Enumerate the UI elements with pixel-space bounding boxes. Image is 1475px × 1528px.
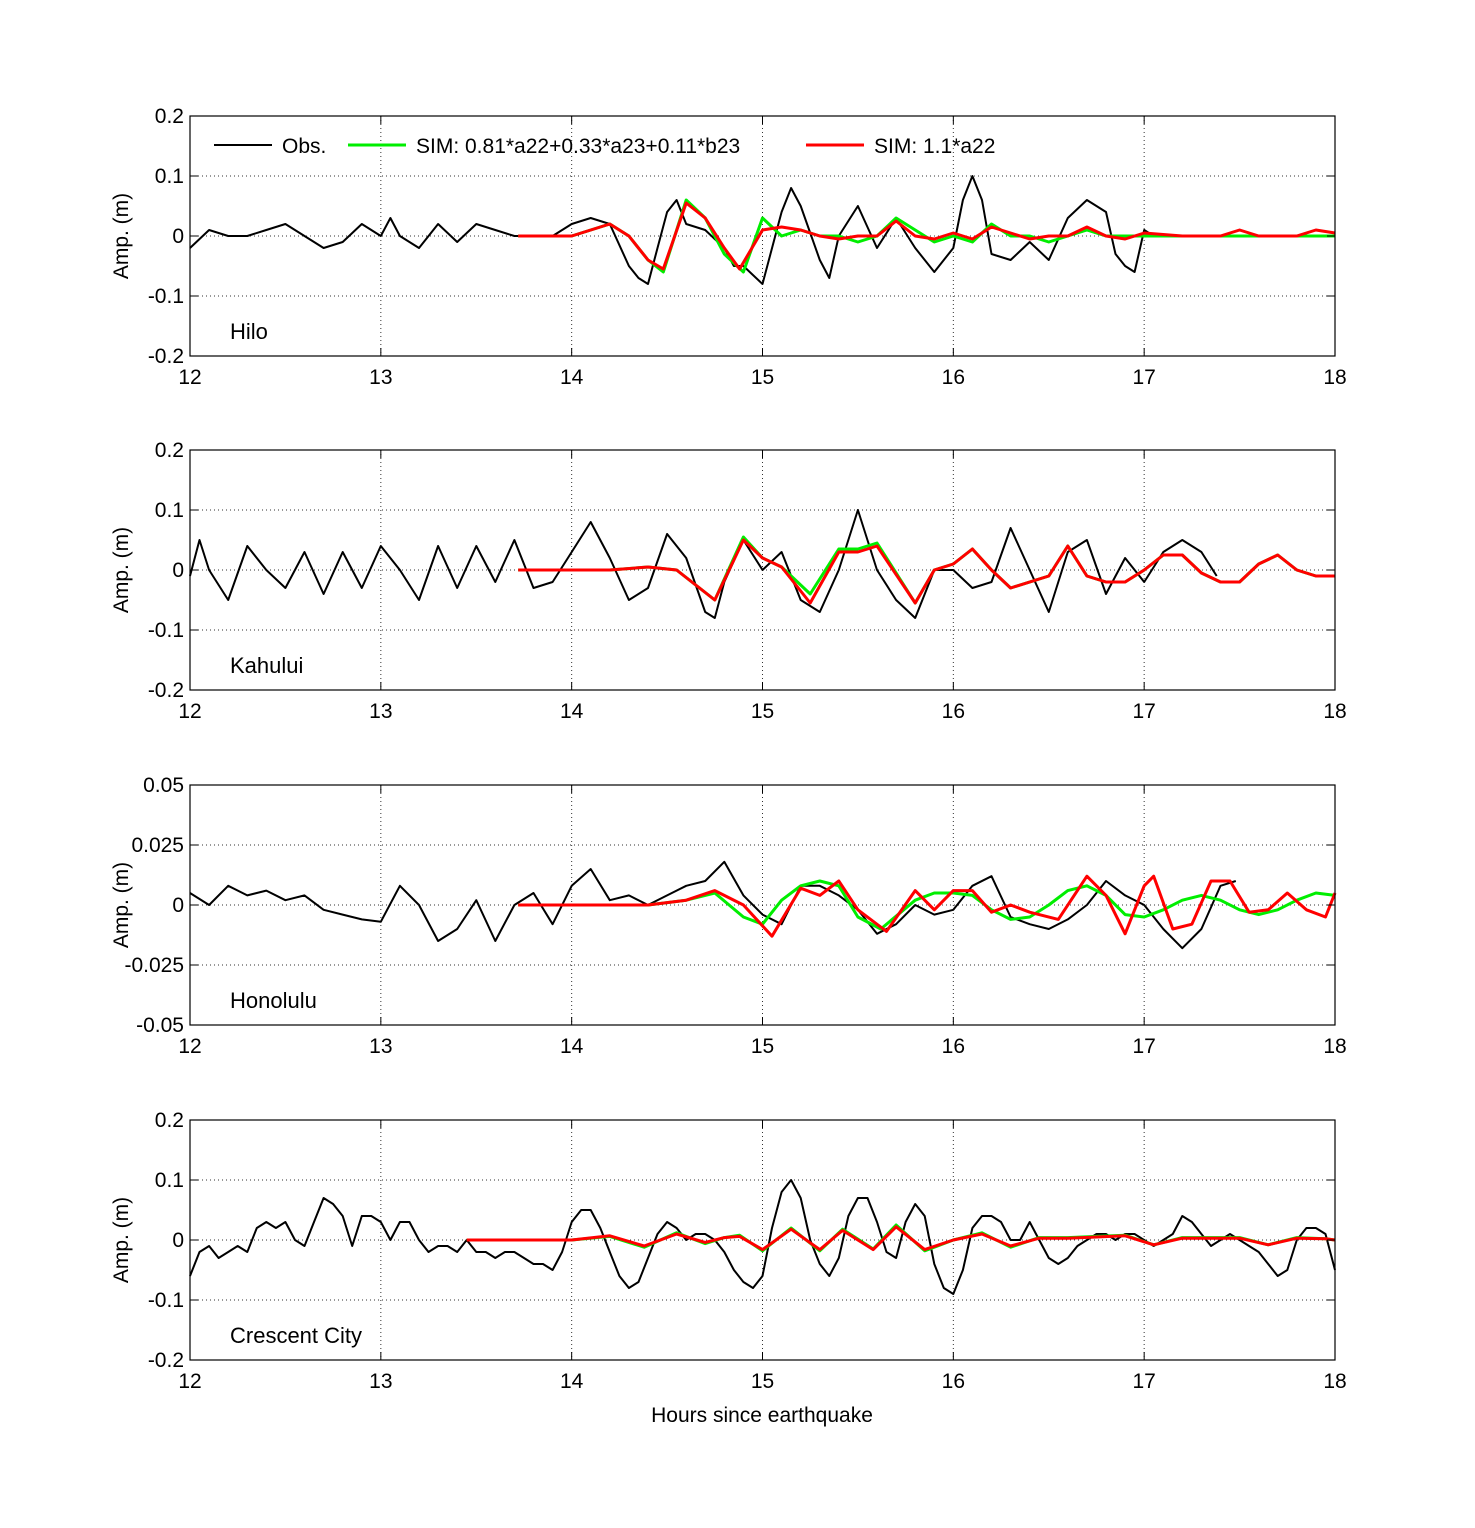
y-axis-label: Amp. (m)	[110, 193, 133, 279]
panel-hilo: 12 13 14 15 16 17 18 -0.2 -0.1 0 0.1 0.2 Amp. (m) Hil…	[110, 105, 1347, 389]
x-tick-label: 16	[942, 1370, 965, 1393]
x-tick-label: 13	[369, 700, 392, 723]
x-tick-label: 17	[1132, 1370, 1155, 1393]
y-axis-label: Amp. (m)	[110, 862, 133, 948]
x-tick-label: 18	[1323, 1035, 1346, 1058]
x-tick-label: 18	[1323, 700, 1346, 723]
y-tick-label: 0.1	[155, 165, 184, 188]
legend-entry: Obs.	[282, 135, 326, 158]
y-axis-label: Amp. (m)	[110, 1197, 133, 1283]
y-tick-label: 0.1	[155, 499, 184, 522]
station-label: Kahului	[230, 653, 303, 678]
y-tick-label: 0.2	[155, 105, 184, 128]
y-tick-label: -0.05	[136, 1014, 184, 1037]
legend-entry: SIM: 0.81*a22+0.33*a23+0.11*b23	[416, 135, 740, 158]
x-tick-label: 14	[560, 700, 584, 723]
x-tick-label: 15	[751, 1370, 774, 1393]
x-tick-label: 12	[178, 366, 201, 389]
series-line-obs	[189, 175, 1155, 285]
legend-entry: SIM: 1.1*a22	[874, 135, 995, 158]
x-tick-label: 18	[1323, 1370, 1346, 1393]
series-line-sim-a22	[518, 538, 1335, 605]
y-tick-label: 0	[172, 225, 184, 248]
y-tick-label: -0.1	[148, 619, 184, 642]
x-tick-label: 14	[560, 366, 584, 389]
series-line-sim-a22	[518, 874, 1337, 938]
y-tick-label: 0	[172, 894, 184, 917]
x-tick-label: 15	[751, 1035, 774, 1058]
y-tick-label: -0.1	[148, 285, 184, 308]
y-tick-label: 0	[172, 1229, 184, 1252]
x-tick-label: 13	[369, 1035, 392, 1058]
panel-kahului: 12 13 14 15 16 17 18 -0.2 -0.1 0 0.1 0.2 Amp. (m) Kah…	[110, 439, 1347, 723]
station-label: Honolulu	[230, 988, 317, 1013]
y-tick-label: -0.2	[148, 345, 184, 368]
x-tick-label: 14	[560, 1370, 584, 1393]
station-label: Crescent City	[230, 1323, 362, 1348]
series-line-sim-a22	[518, 201, 1336, 271]
x-tick-label: 14	[560, 1035, 584, 1058]
y-tick-label: -0.1	[148, 1289, 184, 1312]
x-tick-label: 16	[942, 366, 965, 389]
x-tick-label: 16	[942, 700, 965, 723]
x-tick-label: 18	[1323, 366, 1346, 389]
x-tick-label: 15	[751, 700, 774, 723]
series-line-obs	[189, 1179, 1336, 1295]
x-axis-label: Hours since earthquake	[651, 1404, 873, 1427]
x-tick-label: 15	[751, 366, 774, 389]
y-tick-label: 0.2	[155, 1109, 184, 1132]
y-axis-label: Amp. (m)	[110, 527, 133, 613]
x-tick-label: 16	[942, 1035, 965, 1058]
series-line-obs	[189, 860, 1237, 950]
x-tick-label: 12	[178, 1370, 201, 1393]
x-tick-label: 17	[1132, 366, 1155, 389]
series-line-sim-a22	[466, 1225, 1336, 1252]
x-tick-label: 17	[1132, 1035, 1155, 1058]
legend: Obs. SIM: 0.81*a22+0.33*a23+0.11*b23 SIM: …	[214, 135, 995, 158]
x-tick-label: 13	[369, 1370, 392, 1393]
y-tick-label: 0.025	[131, 834, 184, 857]
station-label: Hilo	[230, 319, 268, 344]
y-tick-label: -0.2	[148, 679, 184, 702]
panel-crescent-city: 12 13 14 15 16 17 18 -0.2 -0.1 0 0.1 0.2 Amp. (m) Cre…	[110, 1109, 1347, 1393]
x-tick-label: 13	[369, 366, 392, 389]
y-tick-label: -0.025	[124, 954, 184, 977]
y-tick-label: -0.2	[148, 1349, 184, 1372]
x-tick-label: 12	[178, 1035, 201, 1058]
y-tick-label: 0.1	[155, 1169, 184, 1192]
series-line-obs	[189, 509, 1218, 619]
y-tick-label: 0	[172, 559, 184, 582]
y-tick-label: 0.05	[143, 774, 184, 797]
x-tick-label: 12	[178, 700, 201, 723]
y-tick-label: 0.2	[155, 439, 184, 462]
x-tick-label: 17	[1132, 700, 1155, 723]
panel-honolulu: 12 13 14 15 16 17 18 -0.05 -0.025 0 0.025 0.05 Amp. …	[110, 774, 1347, 1058]
